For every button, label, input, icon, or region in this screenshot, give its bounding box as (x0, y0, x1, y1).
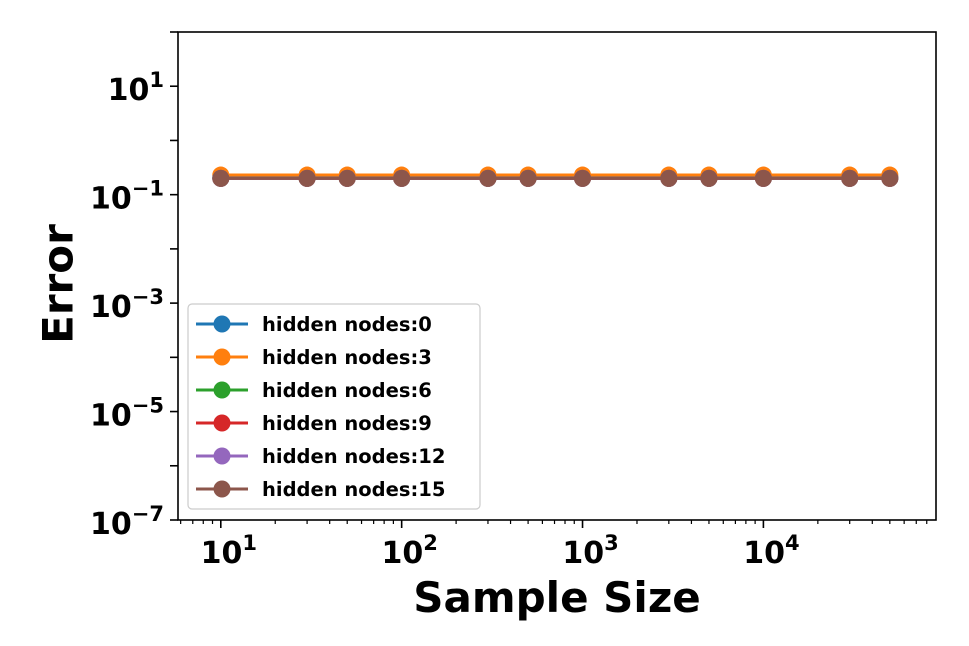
x-tick-label: 103 (562, 531, 618, 571)
legend-entry: hidden nodes:6 (196, 379, 432, 402)
legend-entry: hidden nodes:3 (196, 346, 432, 369)
y-tick-exponent: −7 (132, 502, 164, 526)
legend-label: hidden nodes:15 (262, 478, 445, 501)
y-tick-exponent: −5 (132, 394, 164, 418)
y-tick-label: 10−1 (90, 177, 164, 217)
legend-entry: hidden nodes:15 (196, 478, 445, 501)
data-point (338, 169, 356, 187)
x-tick-label: 104 (743, 531, 799, 571)
x-tick-base: 10 (201, 536, 243, 571)
legend-entry: hidden nodes:0 (196, 313, 432, 336)
y-tick-base: 10 (108, 73, 150, 108)
data-point (700, 169, 718, 187)
x-tick-label: 101 (201, 531, 257, 571)
data-point (574, 169, 592, 187)
axis-ticks (170, 31, 928, 528)
y-tick-exponent: −3 (132, 285, 164, 309)
y-tick-label: 10−3 (90, 285, 164, 325)
y-tick-base: 10 (90, 182, 132, 217)
y-tick-label: 10−7 (90, 502, 164, 542)
plot-marks (212, 166, 899, 187)
series-5 (212, 169, 899, 187)
y-axis-title: Error (34, 224, 83, 344)
legend-entry: hidden nodes:12 (196, 445, 445, 468)
x-axis-title: Sample Size (413, 573, 701, 622)
x-tick-base: 10 (562, 536, 604, 571)
series-1 (212, 166, 899, 184)
y-tick-base: 10 (90, 507, 132, 542)
plot-frame (177, 31, 937, 521)
legend-swatch-marker (213, 381, 231, 399)
legend: hidden nodes:0 hidden nodes:3 hidden nodes… (187, 303, 481, 510)
y-tick-base: 10 (90, 290, 132, 325)
data-point (841, 169, 859, 187)
y-tick-exponent: 1 (149, 68, 164, 92)
y-tick-label: 10−5 (90, 394, 164, 434)
x-tick-base: 10 (743, 536, 785, 571)
data-point (479, 169, 497, 187)
data-point (393, 169, 411, 187)
legend-swatch-marker (213, 480, 231, 498)
legend-swatch-marker (213, 348, 231, 366)
legend-swatch-marker (213, 447, 231, 465)
legend-label: hidden nodes:12 (262, 445, 445, 468)
legend-swatch-marker (213, 315, 231, 333)
y-tick-label: 101 (108, 68, 164, 108)
x-tick-exponent: 3 (604, 531, 619, 555)
y-tick-base: 10 (90, 399, 132, 434)
legend-swatch-marker (213, 414, 231, 432)
data-point (298, 169, 316, 187)
y-tick-exponent: −1 (132, 177, 164, 201)
data-point (519, 169, 537, 187)
data-point (881, 169, 899, 187)
legend-label: hidden nodes:0 (262, 313, 432, 336)
data-point (660, 169, 678, 187)
x-tick-label: 102 (381, 531, 437, 571)
x-tick-exponent: 2 (423, 531, 438, 555)
data-point (212, 169, 230, 187)
legend-label: hidden nodes:6 (262, 379, 432, 402)
legend-box (187, 303, 481, 510)
x-tick-exponent: 4 (785, 531, 800, 555)
legend-label: hidden nodes:3 (262, 346, 432, 369)
legend-label: hidden nodes:9 (262, 412, 432, 435)
x-tick-base: 10 (381, 536, 423, 571)
x-tick-exponent: 1 (242, 531, 257, 555)
data-point (754, 169, 772, 187)
legend-entry: hidden nodes:9 (196, 412, 432, 435)
